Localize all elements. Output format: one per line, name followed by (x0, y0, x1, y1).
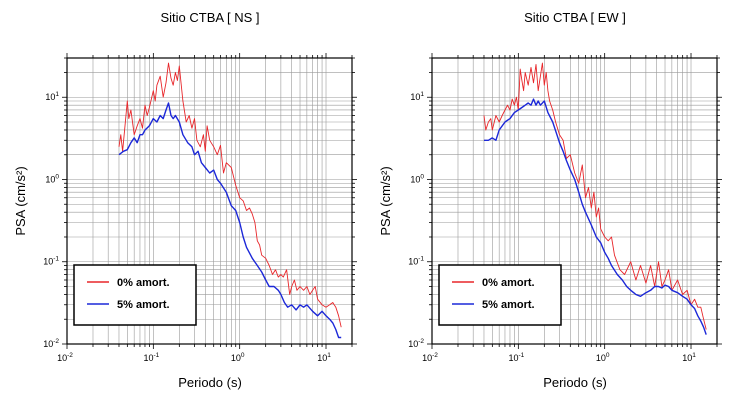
legend-label: 5% amort. (482, 299, 535, 311)
x-tick-label: 10-2 (57, 352, 73, 363)
chart-title: Sitio CTBA [ EW ] (524, 10, 626, 25)
plot-frame (431, 57, 718, 345)
y-tick-label: 10-2 (43, 338, 59, 349)
x-tick-label: 10-1 (508, 352, 524, 363)
chart-panel-1: 10-2 10-1 100 101 10-2 10-1 100 101 Sitio CTBA [… (13, 10, 357, 390)
series-line-blue (118, 102, 342, 339)
x-tick-label: 101 (317, 352, 331, 363)
series-line-red (483, 62, 707, 330)
chart-panel-2: 10-2 10-1 100 101 10-2 10-1 100 101 Sitio CTBA [… (378, 10, 722, 390)
y-axis-label: PSA (cm/s²) (13, 166, 28, 235)
x-tick-label: 100 (231, 352, 245, 363)
y-tick-label: 10-1 (43, 256, 59, 267)
legend: 0% amort. 5% amort. (73, 264, 197, 326)
legend-label: 5% amort. (117, 299, 170, 311)
series-line-red (118, 62, 342, 328)
x-axis-label: Periodo (s) (543, 375, 607, 390)
x-tick-label: 10-2 (422, 352, 438, 363)
legend: 0% amort. 5% amort. (438, 264, 562, 326)
legend-label: 0% amort. (117, 277, 170, 289)
x-tick-label: 10-1 (143, 352, 159, 363)
y-tick-label: 100 (45, 173, 59, 184)
legend-box (73, 264, 197, 326)
chart-title: Sitio CTBA [ NS ] (161, 10, 260, 25)
y-axis-label: PSA (cm/s²) (378, 166, 393, 235)
x-axis-label: Periodo (s) (178, 375, 242, 390)
y-tick-label: 101 (410, 91, 424, 102)
legend-label: 0% amort. (482, 277, 535, 289)
x-tick-label: 100 (596, 352, 610, 363)
y-tick-label: 10-2 (408, 338, 424, 349)
legend-box (438, 264, 562, 326)
y-tick-label: 10-1 (408, 256, 424, 267)
series-line-blue (484, 98, 707, 335)
x-tick-label: 101 (682, 352, 696, 363)
axis-ticks (62, 53, 357, 349)
y-tick-label: 100 (410, 173, 424, 184)
y-tick-label: 101 (45, 91, 59, 102)
plot-frame (66, 57, 353, 345)
